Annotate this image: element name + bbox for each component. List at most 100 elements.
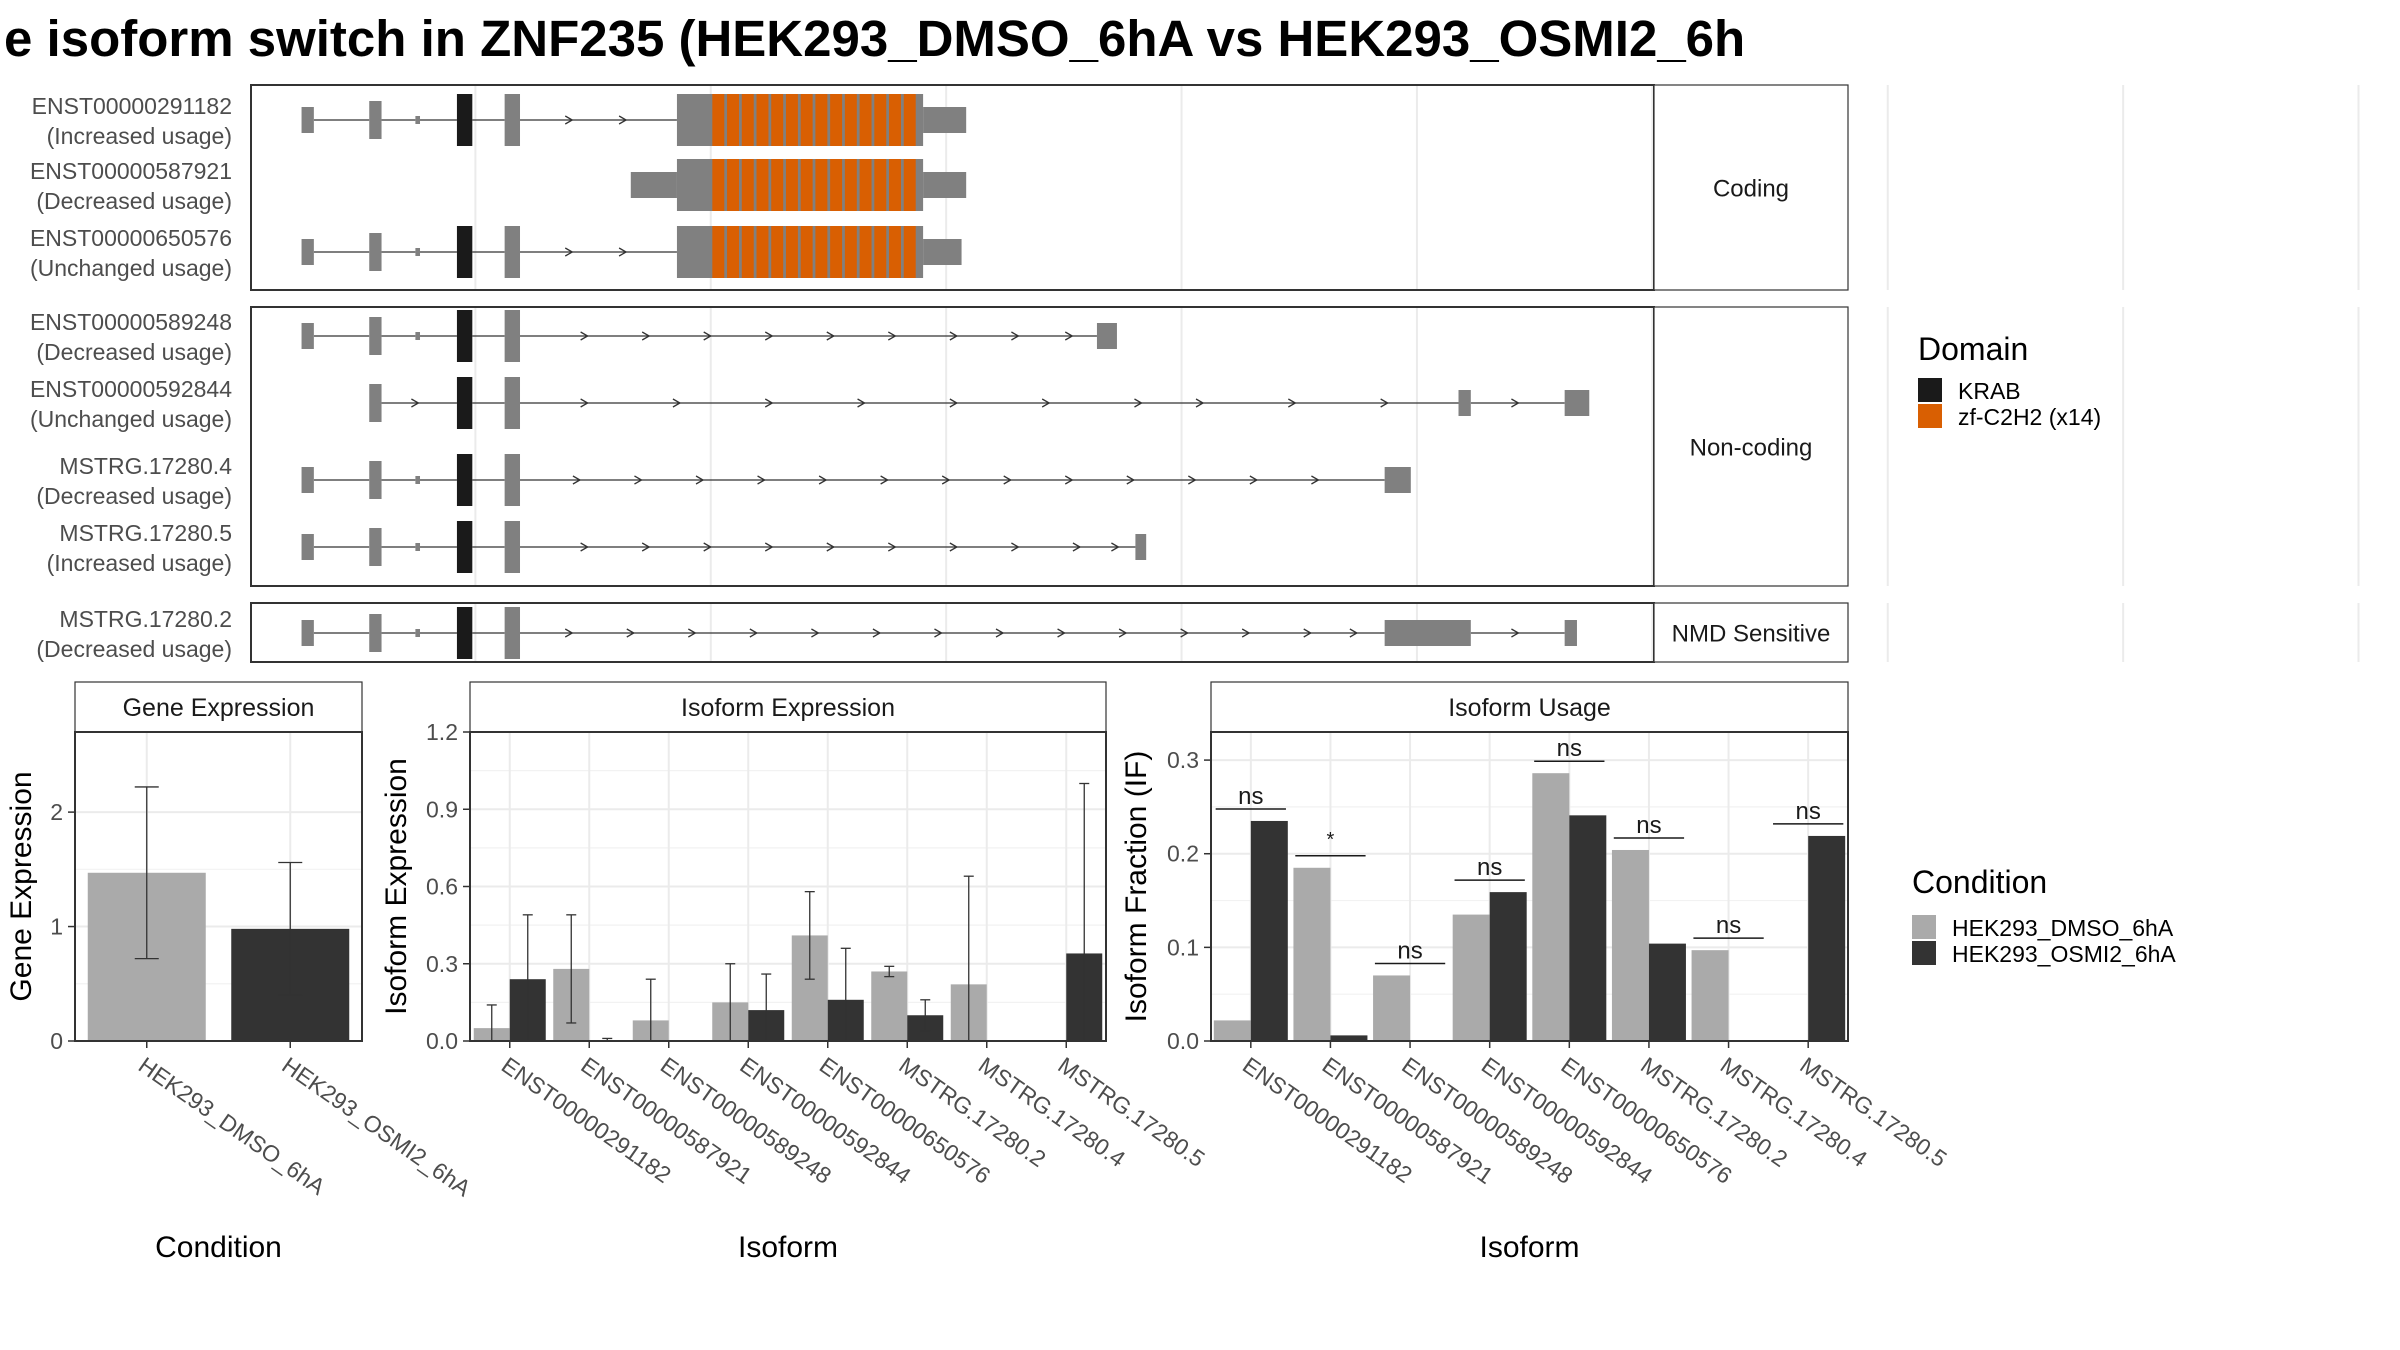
zf-c2h2-domain (771, 226, 784, 278)
facet-strip (1653, 84, 1849, 291)
strand-arrow (888, 331, 897, 341)
strand-arrow (764, 398, 774, 408)
krab-domain (456, 454, 473, 506)
transcript-row: MSTRG.17280.2 (Decreased usage) (36, 606, 1577, 662)
strand-arrow (411, 398, 420, 408)
zf-c2h2-domain (815, 226, 828, 278)
x-axis-label: Isoform (738, 1231, 838, 1264)
transcript-row: ENST00000650576 (Unchanged usage) (30, 225, 962, 281)
condition-legend-title: Condition (1912, 864, 2047, 900)
significance-label: ns (1716, 912, 1741, 939)
zf-c2h2-domain (712, 94, 725, 146)
bar (1452, 914, 1490, 1041)
strand-arrow (1511, 628, 1520, 638)
strand-arrow (1241, 628, 1251, 638)
significance-label: * (1327, 829, 1335, 851)
strand-arrow (1011, 331, 1020, 341)
bar (1532, 773, 1570, 1041)
zf-c2h2-domain (712, 159, 725, 211)
exon (504, 226, 521, 278)
x-tick-label: MSTRG.17280.5 (1795, 1052, 1951, 1172)
zf-c2h2-domain (741, 159, 754, 211)
transcript-id: ENST00000592844 (30, 376, 232, 402)
exon (369, 614, 382, 652)
strand-arrow (949, 331, 959, 341)
strand-arrow (764, 331, 774, 341)
significance-label: ns (1636, 812, 1661, 839)
exon (369, 233, 382, 271)
strand-arrow (564, 115, 574, 125)
strand-arrow (580, 398, 589, 408)
strand-arrow (1118, 628, 1128, 638)
exon (415, 116, 421, 124)
strand-arrow (564, 628, 574, 638)
transcript-usage: (Decreased usage) (36, 483, 232, 509)
strand-arrow (1126, 475, 1136, 485)
exon (415, 248, 421, 256)
significance-label: ns (1238, 783, 1263, 810)
zf-c2h2-domain (800, 226, 813, 278)
exon (1384, 467, 1411, 493)
strand-arrow (1380, 398, 1389, 408)
strand-arrow (695, 475, 705, 485)
exon (1135, 534, 1147, 560)
zf-c2h2-domain (903, 226, 916, 278)
strand-arrow (764, 542, 774, 552)
zf-c2h2-domain (785, 226, 798, 278)
zf-c2h2-domain (874, 226, 887, 278)
zf-c2h2-domain (771, 94, 784, 146)
krab-domain (456, 226, 473, 278)
y-tick-label: 0 (50, 1028, 63, 1054)
x-axis-label: Condition (155, 1231, 282, 1264)
exon (415, 629, 421, 637)
zf-c2h2-domain (727, 94, 740, 146)
zf-c2h2-domain (844, 226, 857, 278)
strand-arrow (888, 542, 897, 552)
chart-strip (1210, 681, 1849, 733)
strand-arrow (1249, 475, 1259, 485)
strand-arrow (757, 475, 766, 485)
strand-arrow (572, 475, 582, 485)
strand-arrow (1288, 398, 1297, 408)
strand-arrow (1303, 628, 1313, 638)
transcript-row: ENST00000589248 (Decreased usage) (30, 309, 1117, 365)
utr-exon (923, 239, 962, 265)
facet-strip (1653, 306, 1849, 587)
zf-c2h2-domain (800, 159, 813, 211)
chart-strip (74, 681, 363, 733)
bar (1373, 975, 1411, 1041)
krab-domain (456, 377, 473, 429)
strand-arrow (1349, 628, 1359, 638)
bar (1611, 849, 1649, 1041)
zf-c2h2-domain (756, 94, 769, 146)
utr-exon (923, 107, 967, 133)
zf-c2h2-domain (874, 159, 887, 211)
figure-title: e isoform switch in ZNF235 (HEK293_DMSO_… (4, 10, 1745, 67)
transcript-row: ENST00000587921 (Decreased usage) (30, 158, 967, 214)
strand-arrow (564, 247, 574, 257)
zf-c2h2-domain (785, 159, 798, 211)
condition-legend-label: HEK293_OSMI2_6hA (1952, 941, 2176, 967)
zf-c2h2-domain (844, 94, 857, 146)
transcript-group: Non-coding ENST00000589248 (Decreased usag… (30, 306, 2360, 587)
strand-arrow (934, 628, 943, 638)
exon (1096, 323, 1117, 349)
exon (415, 476, 421, 484)
chart-title: Gene Expression (123, 694, 315, 722)
zf-c2h2-domain (800, 94, 813, 146)
strand-arrow (1064, 475, 1074, 485)
transcript-usage: (Decreased usage) (36, 636, 232, 662)
zf-c2h2-domain (771, 159, 784, 211)
strand-arrow (857, 398, 866, 408)
facet-strip (1653, 602, 1849, 663)
zf-c2h2-domain (785, 94, 798, 146)
transcript-usage: (Decreased usage) (36, 188, 232, 214)
domain-legend-label: zf-C2H2 (x14) (1958, 404, 2101, 430)
exon (504, 521, 521, 573)
facet-strip-label: NMD Sensitive (1672, 621, 1831, 648)
exon (415, 332, 421, 340)
y-axis-label: Gene Expression (5, 771, 38, 1001)
